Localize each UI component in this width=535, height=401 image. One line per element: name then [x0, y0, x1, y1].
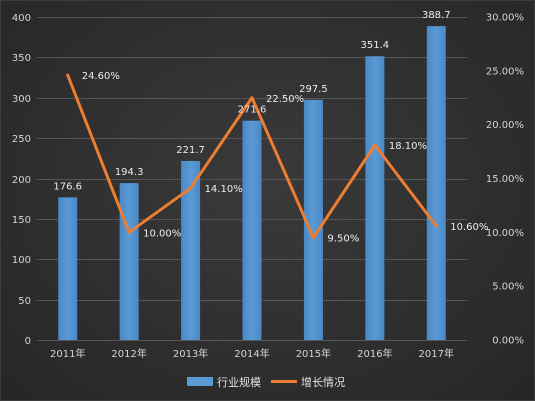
right-axis-tick-label: 0.00% [492, 336, 524, 347]
x-axis-tick-label: 2015年 [296, 347, 331, 360]
bar-value-label: 221.7 [176, 145, 205, 156]
line-point [434, 224, 438, 228]
line-series [66, 73, 438, 240]
line-point [311, 236, 315, 240]
right-axis-tick-label: 20.00% [486, 120, 524, 131]
left-axis-tick-label: 300 [12, 94, 31, 105]
line-point [66, 73, 70, 77]
bar-2016年 [365, 56, 385, 340]
line-value-label: 22.50% [266, 94, 304, 105]
line-value-label: 9.50% [327, 234, 359, 245]
legend: 行业规模 增长情况 [187, 375, 345, 389]
line-value-label: 10.00% [143, 228, 181, 239]
x-axis-ticks: 2011年 2012年 2013年 2014年 2015年 2016年 2017年 [50, 347, 454, 360]
left-axis-tick-label: 100 [12, 255, 31, 266]
x-axis-tick-label: 2016年 [357, 347, 392, 360]
bar-value-label: 271.6 [238, 105, 267, 116]
left-axis-ticks: 0 50 100 150 200 250 300 350 400 [12, 13, 31, 347]
bar-value-label: 351.4 [361, 40, 390, 51]
right-axis-tick-label: 30.00% [486, 13, 524, 24]
left-axis-tick-label: 150 [12, 215, 31, 226]
line-value-label: 18.10% [389, 141, 427, 152]
x-axis-tick-label: 2011年 [50, 347, 85, 360]
line-point [127, 230, 131, 234]
left-axis-tick-label: 350 [12, 53, 31, 64]
left-axis-tick-label: 0 [25, 336, 31, 347]
line-point [373, 143, 377, 147]
bar-value-label: 297.5 [299, 84, 328, 95]
left-axis-tick-label: 200 [12, 175, 31, 186]
left-axis-tick-label: 50 [18, 296, 31, 307]
right-axis-tick-label: 25.00% [486, 66, 524, 77]
bar-2013年 [181, 160, 201, 340]
bar-2012年 [119, 183, 139, 340]
legend-swatch-bar [187, 377, 213, 386]
bar-2011年 [58, 197, 78, 340]
right-axis-tick-label: 10.00% [486, 228, 524, 239]
line-point [250, 96, 254, 100]
line-value-label: 24.60% [82, 71, 120, 82]
bar-2015年 [303, 99, 323, 340]
x-axis-tick-label: 2013年 [173, 347, 208, 360]
left-axis-tick-label: 400 [12, 13, 31, 24]
data-labels: 176.6 194.3 221.7 271.6 297.5 351.4 388.7 24.60… [53, 10, 488, 245]
legend-label-line: 增长情况 [301, 375, 345, 389]
right-axis-tick-label: 15.00% [486, 174, 524, 185]
bar-value-label: 176.6 [53, 181, 82, 192]
legend-label-bar: 行业规模 [217, 375, 261, 389]
x-axis-tick-label: 2014年 [234, 347, 269, 360]
line-value-label: 10.60% [450, 222, 488, 233]
x-axis-tick-label: 2012年 [111, 347, 146, 360]
x-axis-tick-label: 2017年 [419, 347, 454, 360]
line-value-label: 14.10% [205, 184, 243, 195]
bar-2017年 [426, 26, 446, 340]
bar-value-label: 194.3 [115, 167, 144, 178]
left-axis-tick-label: 250 [12, 134, 31, 145]
right-axis-tick-label: 5.00% [492, 282, 524, 293]
right-axis-ticks: 0.00% 5.00% 10.00% 15.00% 20.00% 25.00% 30.00% [486, 13, 524, 347]
bar-2014年 [242, 120, 262, 340]
bar-value-label: 388.7 [422, 10, 451, 21]
line-point [189, 186, 193, 190]
